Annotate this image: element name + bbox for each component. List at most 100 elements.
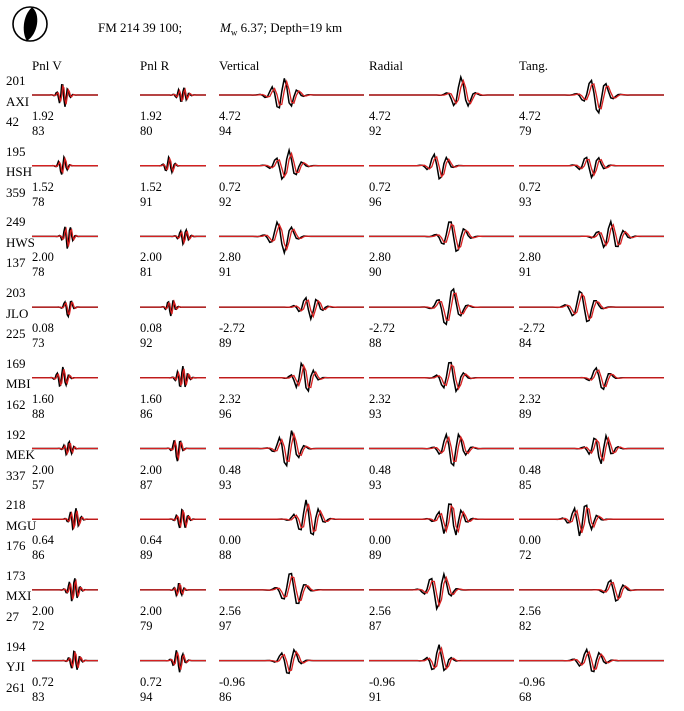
- synthetic-waveform: [140, 299, 206, 315]
- time-shift-value: 4.72: [519, 109, 541, 123]
- synthetic-waveform: [219, 151, 364, 179]
- cross-correlation-value: 88: [32, 406, 45, 421]
- time-shift-value: 2.00: [140, 603, 162, 618]
- cross-correlation-value: 78: [32, 265, 45, 280]
- time-shift-value: 0.48: [219, 462, 241, 477]
- time-shift-value: 2.00: [140, 250, 162, 265]
- synthetic-waveform: [140, 439, 206, 461]
- time-shift-value: 2.32: [519, 391, 541, 406]
- cross-correlation-value: 79: [519, 124, 532, 138]
- synthetic-waveform: [32, 578, 98, 600]
- synthetic-waveform: [32, 156, 98, 174]
- synthetic-waveform: [219, 223, 364, 252]
- observed-waveform: [369, 431, 514, 468]
- synthetic-waveform: [369, 292, 514, 321]
- synthetic-waveform: [519, 82, 664, 110]
- observed-waveform: [369, 571, 514, 612]
- cross-correlation-value: 86: [140, 406, 153, 421]
- station-azimuth: 359: [6, 184, 26, 200]
- time-shift-value: 1.52: [32, 179, 54, 194]
- station-azimuth: 27: [6, 608, 19, 624]
- synthetic-waveform: [519, 158, 664, 177]
- synthetic-waveform: [519, 223, 664, 247]
- cross-correlation-value: 92: [140, 336, 153, 351]
- synthetic-waveform: [369, 575, 514, 608]
- cross-correlation-value: 72: [32, 618, 45, 633]
- time-shift-value: 0.48: [369, 462, 391, 477]
- station-name: MBI: [6, 376, 31, 392]
- cross-correlation-value: 89: [519, 406, 532, 421]
- time-shift-value: 4.72: [369, 109, 391, 123]
- synthetic-waveform: [519, 581, 664, 601]
- observed-waveform: [219, 220, 364, 256]
- time-shift-value: 1.60: [140, 391, 162, 406]
- synthetic-waveform: [369, 223, 514, 251]
- observed-waveform: [140, 440, 206, 462]
- synthetic-waveform: [32, 650, 98, 669]
- synthetic-waveform: [219, 575, 364, 603]
- time-shift-value: -0.96: [519, 674, 546, 689]
- time-shift-value: 0.00: [369, 533, 391, 548]
- synthetic-waveform: [140, 509, 206, 529]
- cross-correlation-value: 89: [140, 548, 153, 563]
- cross-correlation-value: 96: [369, 194, 382, 209]
- time-shift-value: 0.72: [140, 674, 162, 689]
- station-name: MGU: [6, 517, 37, 533]
- time-shift-value: 2.56: [519, 603, 541, 618]
- synthetic-waveform: [369, 435, 514, 462]
- observed-waveform: [519, 432, 664, 465]
- time-shift-value: -2.72: [369, 321, 396, 336]
- synthetic-waveform: [369, 504, 514, 534]
- time-shift-value: 1.52: [140, 179, 162, 194]
- cross-correlation-value: 91: [140, 194, 153, 209]
- synthetic-waveform: [219, 299, 364, 319]
- station-distance: 192: [6, 426, 26, 442]
- cross-correlation-value: 83: [32, 124, 45, 138]
- synthetic-waveform: [219, 431, 364, 463]
- time-shift-value: 2.00: [32, 462, 54, 477]
- cross-correlation-value: 91: [369, 689, 382, 704]
- magnitude-depth-text: 6.37; Depth=19 km: [237, 20, 343, 35]
- time-shift-value: 2.56: [219, 603, 241, 618]
- synthetic-waveform: [140, 87, 206, 102]
- station-azimuth: 42: [6, 114, 19, 129]
- synthetic-waveform: [32, 301, 98, 316]
- time-shift-value: 2.00: [32, 603, 54, 618]
- station-name: JLO: [6, 305, 29, 321]
- cross-correlation-value: 94: [219, 124, 232, 138]
- time-shift-value: 2.00: [140, 462, 162, 477]
- synthetic-waveform: [519, 292, 664, 321]
- synthetic-waveform: [32, 368, 98, 387]
- magnitude-depth-label: Mw 6.37; Depth=19 km: [220, 20, 342, 38]
- time-shift-value: -2.72: [219, 321, 246, 336]
- time-shift-value: 2.56: [369, 603, 391, 618]
- observed-waveform: [140, 365, 206, 388]
- cross-correlation-value: 93: [369, 406, 382, 421]
- station-azimuth: 137: [6, 255, 26, 271]
- column-header: Pnl R: [140, 58, 170, 73]
- cross-correlation-value: 90: [369, 265, 382, 280]
- cross-correlation-value: 89: [219, 336, 232, 351]
- observed-waveform: [219, 78, 364, 109]
- time-shift-value: 0.48: [519, 462, 541, 477]
- column-header: Vertical: [219, 58, 260, 73]
- synthetic-waveform: [519, 507, 664, 534]
- cross-correlation-value: 85: [519, 477, 532, 492]
- synthetic-waveform: [219, 650, 364, 672]
- synthetic-waveform: [140, 652, 206, 670]
- station-name: MEK: [6, 447, 35, 462]
- cross-correlation-value: 93: [369, 477, 382, 492]
- cross-correlation-value: 86: [219, 689, 232, 704]
- synthetic-waveform: [519, 436, 664, 462]
- time-shift-value: 0.00: [219, 533, 241, 548]
- station-distance: 203: [6, 285, 26, 301]
- station-distance: 201: [6, 73, 26, 88]
- time-shift-value: 4.72: [219, 109, 241, 123]
- cross-correlation-value: 78: [32, 194, 45, 209]
- station-name: MXI: [6, 588, 32, 604]
- station-distance: 169: [6, 355, 26, 371]
- time-shift-value: 2.32: [369, 391, 391, 406]
- observed-waveform: [369, 74, 514, 108]
- cross-correlation-value: 84: [519, 336, 532, 351]
- time-shift-value: 1.60: [32, 391, 54, 406]
